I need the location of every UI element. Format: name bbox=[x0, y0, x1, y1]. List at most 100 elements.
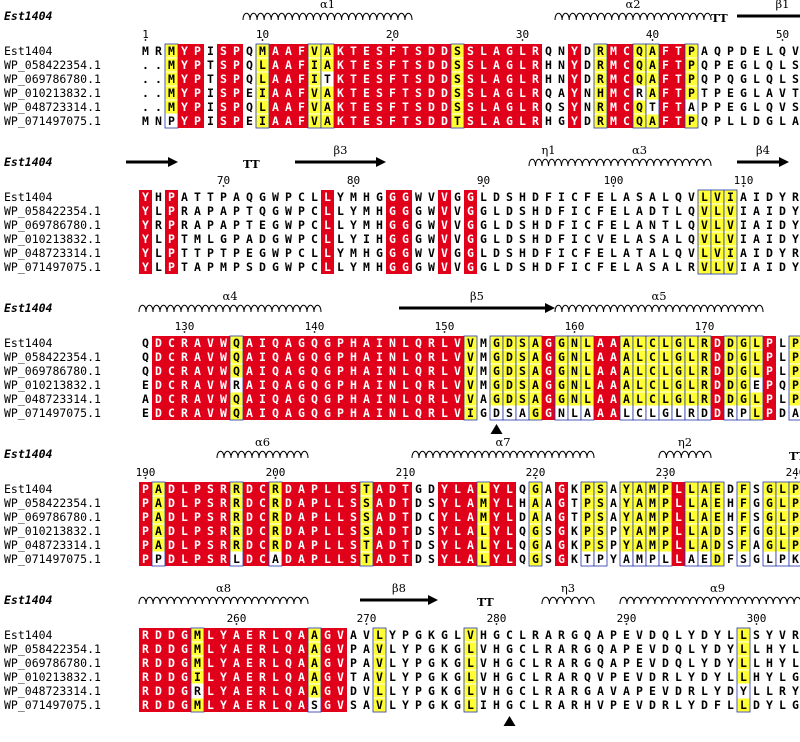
similar-residue-highlight bbox=[737, 392, 750, 406]
residue: L bbox=[519, 44, 526, 58]
residue: S bbox=[454, 100, 461, 114]
residue: T bbox=[246, 218, 253, 232]
residue: L bbox=[441, 392, 448, 406]
residue: A bbox=[194, 218, 201, 232]
residue: G bbox=[298, 364, 305, 378]
residue: N bbox=[571, 350, 578, 364]
residue: Q bbox=[233, 336, 240, 350]
identity-column bbox=[165, 336, 178, 420]
residue: L bbox=[740, 642, 747, 656]
residue: M bbox=[363, 218, 370, 232]
similar-residue-highlight bbox=[763, 538, 776, 552]
residue: K bbox=[337, 44, 344, 58]
residue: A bbox=[285, 336, 292, 350]
position-tick-label: 270 bbox=[357, 612, 377, 625]
residue: G bbox=[480, 204, 487, 218]
identity-column bbox=[243, 336, 256, 420]
sequence-name: WP_010213832.1 bbox=[4, 86, 101, 100]
identity-column bbox=[334, 336, 347, 420]
similar-residue-highlight bbox=[659, 482, 672, 496]
residue: A bbox=[493, 114, 500, 128]
residue: W bbox=[285, 204, 292, 218]
residue: L bbox=[519, 628, 526, 642]
residue: L bbox=[714, 232, 721, 246]
residue: C bbox=[623, 100, 630, 114]
residue: D bbox=[428, 44, 435, 58]
identity-column bbox=[425, 44, 438, 128]
residue: A bbox=[701, 44, 708, 58]
residue: L bbox=[402, 378, 409, 392]
residue: D bbox=[428, 100, 435, 114]
residue: D bbox=[532, 190, 539, 204]
residue: I bbox=[480, 698, 487, 712]
residue: P bbox=[142, 496, 149, 510]
residue: M bbox=[168, 44, 175, 58]
residue: G bbox=[324, 364, 331, 378]
residue: S bbox=[792, 72, 799, 86]
position-tick-label: 260 bbox=[227, 612, 247, 625]
similar-residue-highlight bbox=[724, 350, 737, 364]
residue: P bbox=[168, 246, 175, 260]
residue: S bbox=[350, 538, 357, 552]
identity-column bbox=[282, 628, 295, 712]
residue: P bbox=[194, 524, 201, 538]
similar-residue-highlight bbox=[373, 642, 386, 656]
residue: G bbox=[454, 642, 461, 656]
residue: D bbox=[506, 378, 513, 392]
residue: Y bbox=[220, 698, 227, 712]
strand-arrowhead bbox=[545, 303, 555, 313]
identity-column bbox=[295, 628, 308, 712]
residue: M bbox=[259, 44, 266, 58]
residue: F bbox=[597, 260, 604, 274]
residue: L bbox=[324, 260, 331, 274]
residue: P bbox=[714, 72, 721, 86]
similar-residue-highlight bbox=[698, 510, 711, 524]
residue: D bbox=[701, 698, 708, 712]
residue: Q bbox=[584, 628, 591, 642]
residue: P bbox=[233, 100, 240, 114]
residue: H bbox=[493, 642, 500, 656]
identity-column bbox=[529, 44, 542, 128]
residue: A bbox=[493, 86, 500, 100]
residue: L bbox=[181, 510, 188, 524]
residue: A bbox=[363, 392, 370, 406]
residue: L bbox=[532, 698, 539, 712]
secondary-structure-label: α1 bbox=[320, 0, 335, 11]
residue: A bbox=[792, 114, 799, 128]
similar-residue-highlight bbox=[191, 628, 204, 642]
residue: D bbox=[155, 628, 162, 642]
position-tick-label: 110 bbox=[734, 174, 754, 187]
residue: N bbox=[389, 406, 396, 420]
strand-arrowhead bbox=[376, 157, 386, 167]
residue: D bbox=[714, 364, 721, 378]
residue: R bbox=[597, 72, 604, 86]
residue: W bbox=[272, 246, 279, 260]
similar-residue-highlight bbox=[230, 364, 243, 378]
residue: A bbox=[740, 190, 747, 204]
residue: S bbox=[363, 496, 370, 510]
residue: A bbox=[363, 656, 370, 670]
residue: C bbox=[298, 190, 305, 204]
residue: S bbox=[545, 552, 552, 566]
residue: G bbox=[454, 190, 461, 204]
similar-residue-highlight bbox=[529, 378, 542, 392]
similar-residue-highlight bbox=[685, 350, 698, 364]
similar-residue-highlight bbox=[659, 364, 672, 378]
residue: T bbox=[402, 496, 409, 510]
residue: F bbox=[714, 698, 721, 712]
residue: Y bbox=[142, 204, 149, 218]
similar-residue-highlight bbox=[711, 260, 724, 274]
residue: G bbox=[506, 44, 513, 58]
residue: A bbox=[610, 642, 617, 656]
similar-residue-highlight bbox=[620, 510, 633, 524]
residue: S bbox=[246, 260, 253, 274]
residue: E bbox=[649, 684, 656, 698]
residue: L bbox=[467, 670, 474, 684]
residue: P bbox=[584, 496, 591, 510]
identity-column bbox=[282, 336, 295, 420]
identity-column bbox=[386, 336, 399, 420]
residue: L bbox=[207, 642, 214, 656]
residue: A bbox=[701, 538, 708, 552]
helix-mark bbox=[554, 304, 764, 313]
residue: Y bbox=[220, 628, 227, 642]
